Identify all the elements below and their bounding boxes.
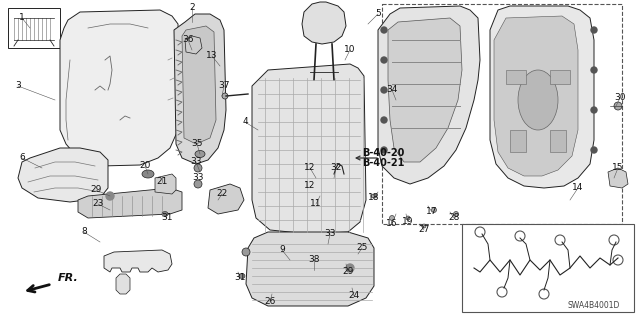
Text: B-40-21: B-40-21 bbox=[362, 158, 404, 168]
Ellipse shape bbox=[194, 164, 202, 172]
Text: 21: 21 bbox=[156, 177, 168, 187]
Circle shape bbox=[381, 57, 387, 63]
Text: 11: 11 bbox=[310, 199, 322, 209]
Polygon shape bbox=[182, 26, 216, 144]
Text: 35: 35 bbox=[191, 139, 203, 149]
Text: 28: 28 bbox=[448, 213, 460, 222]
Polygon shape bbox=[608, 168, 628, 188]
Bar bbox=[382, 4, 622, 224]
Polygon shape bbox=[78, 188, 182, 218]
Text: 8: 8 bbox=[81, 227, 87, 236]
Bar bbox=[8, 8, 60, 48]
Polygon shape bbox=[60, 10, 180, 166]
Text: 33: 33 bbox=[192, 174, 204, 182]
Ellipse shape bbox=[239, 273, 245, 278]
Bar bbox=[506, 70, 526, 84]
Text: 13: 13 bbox=[206, 51, 218, 61]
Text: 3: 3 bbox=[15, 81, 21, 91]
Circle shape bbox=[381, 87, 387, 93]
Text: 31: 31 bbox=[234, 273, 246, 283]
Text: 31: 31 bbox=[161, 213, 173, 222]
Polygon shape bbox=[155, 174, 176, 194]
Circle shape bbox=[591, 67, 597, 73]
Ellipse shape bbox=[454, 211, 458, 217]
Text: 22: 22 bbox=[216, 189, 228, 198]
Text: 24: 24 bbox=[348, 292, 360, 300]
Text: 1: 1 bbox=[19, 13, 25, 23]
Polygon shape bbox=[494, 16, 578, 176]
Circle shape bbox=[381, 147, 387, 153]
Text: 30: 30 bbox=[614, 93, 626, 102]
Circle shape bbox=[346, 264, 354, 272]
Polygon shape bbox=[388, 18, 462, 162]
Polygon shape bbox=[208, 184, 244, 214]
Ellipse shape bbox=[195, 151, 205, 158]
Text: 12: 12 bbox=[304, 181, 316, 189]
Text: 6: 6 bbox=[19, 153, 25, 162]
Text: 2: 2 bbox=[189, 4, 195, 12]
Text: 17: 17 bbox=[426, 207, 438, 217]
Ellipse shape bbox=[406, 216, 410, 220]
Text: 29: 29 bbox=[90, 186, 102, 195]
Text: 12: 12 bbox=[304, 164, 316, 173]
Bar bbox=[550, 70, 570, 84]
Polygon shape bbox=[378, 6, 480, 184]
Polygon shape bbox=[104, 250, 172, 272]
Text: 23: 23 bbox=[92, 199, 104, 209]
Ellipse shape bbox=[431, 207, 436, 212]
Ellipse shape bbox=[422, 224, 426, 228]
Text: 37: 37 bbox=[218, 81, 230, 91]
Circle shape bbox=[106, 192, 114, 200]
Ellipse shape bbox=[518, 70, 558, 130]
Ellipse shape bbox=[194, 180, 202, 188]
Text: B-40-20: B-40-20 bbox=[362, 148, 404, 158]
Text: 16: 16 bbox=[387, 219, 397, 228]
Polygon shape bbox=[116, 274, 130, 294]
Polygon shape bbox=[246, 232, 374, 306]
Bar bbox=[462, 224, 634, 312]
Ellipse shape bbox=[371, 194, 377, 198]
Ellipse shape bbox=[242, 248, 250, 256]
Circle shape bbox=[591, 107, 597, 113]
Polygon shape bbox=[18, 148, 108, 202]
Text: 34: 34 bbox=[387, 85, 397, 94]
Circle shape bbox=[591, 27, 597, 33]
Circle shape bbox=[591, 147, 597, 153]
Text: 9: 9 bbox=[279, 246, 285, 255]
Text: 32: 32 bbox=[330, 164, 342, 173]
Text: FR.: FR. bbox=[58, 273, 79, 283]
Text: 18: 18 bbox=[368, 194, 380, 203]
Text: 36: 36 bbox=[182, 35, 194, 44]
Ellipse shape bbox=[142, 170, 154, 178]
Text: 25: 25 bbox=[356, 243, 368, 253]
Text: 5: 5 bbox=[375, 10, 381, 19]
Polygon shape bbox=[252, 64, 366, 234]
Text: SWA4B4001D: SWA4B4001D bbox=[568, 301, 620, 310]
Ellipse shape bbox=[614, 102, 622, 110]
Polygon shape bbox=[490, 6, 594, 188]
Bar bbox=[550, 130, 566, 152]
Text: 10: 10 bbox=[344, 46, 356, 55]
Ellipse shape bbox=[222, 93, 228, 99]
Text: 29: 29 bbox=[342, 268, 354, 277]
Polygon shape bbox=[302, 2, 346, 44]
Text: 14: 14 bbox=[572, 183, 584, 192]
Text: 33: 33 bbox=[190, 158, 202, 167]
Text: 20: 20 bbox=[140, 161, 150, 170]
Bar bbox=[510, 130, 526, 152]
Text: 19: 19 bbox=[403, 218, 413, 226]
Ellipse shape bbox=[390, 216, 394, 220]
Circle shape bbox=[381, 27, 387, 33]
Text: 27: 27 bbox=[419, 226, 429, 234]
Text: 38: 38 bbox=[308, 256, 320, 264]
Text: 33: 33 bbox=[324, 229, 336, 239]
Text: 15: 15 bbox=[612, 164, 624, 173]
Ellipse shape bbox=[162, 211, 168, 217]
Polygon shape bbox=[185, 36, 202, 54]
Text: 4: 4 bbox=[242, 117, 248, 127]
Text: 26: 26 bbox=[264, 298, 276, 307]
Circle shape bbox=[381, 117, 387, 123]
Polygon shape bbox=[174, 14, 226, 164]
